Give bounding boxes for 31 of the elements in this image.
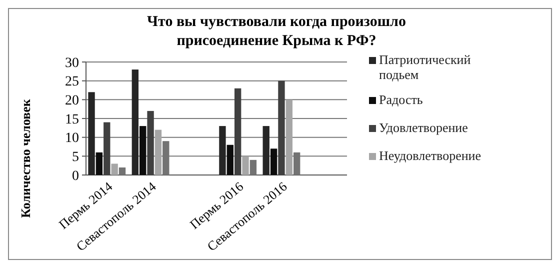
- y-tick-label: 15: [65, 112, 79, 128]
- legend-label: Удовлетворение: [379, 120, 468, 135]
- y-tick-label: 5: [72, 150, 79, 166]
- bar: [147, 110, 154, 175]
- chart-title: Что вы чувствовали когда произошло присоединение Крыма к РФ?: [147, 14, 406, 49]
- legend-label: Радость: [379, 92, 423, 107]
- bar: [118, 167, 126, 175]
- y-tick-label: 25: [65, 74, 79, 90]
- bar: [111, 164, 118, 175]
- bar: [242, 156, 249, 175]
- legend-label: Патриотический подьем: [379, 52, 471, 82]
- bar: [140, 126, 146, 175]
- bar: [250, 160, 257, 175]
- bar: [262, 126, 270, 175]
- bar: [286, 100, 292, 175]
- bar: [219, 126, 226, 175]
- bar: [270, 148, 278, 175]
- y-tick-label: 20: [65, 94, 79, 109]
- bar: [104, 122, 110, 175]
- y-tick-label: 0: [72, 168, 79, 184]
- bar: [96, 152, 103, 175]
- y-tick-label: 10: [65, 131, 79, 146]
- bar: [132, 70, 139, 175]
- bar: [278, 80, 285, 175]
- y-axis-title: Количество человек: [18, 98, 33, 218]
- bar: [154, 130, 162, 175]
- y-tick-label: 30: [65, 56, 79, 71]
- legend-label: Неудовлетворение: [379, 148, 482, 163]
- bar: [88, 92, 95, 175]
- bar: [226, 144, 234, 175]
- bar: [234, 88, 242, 175]
